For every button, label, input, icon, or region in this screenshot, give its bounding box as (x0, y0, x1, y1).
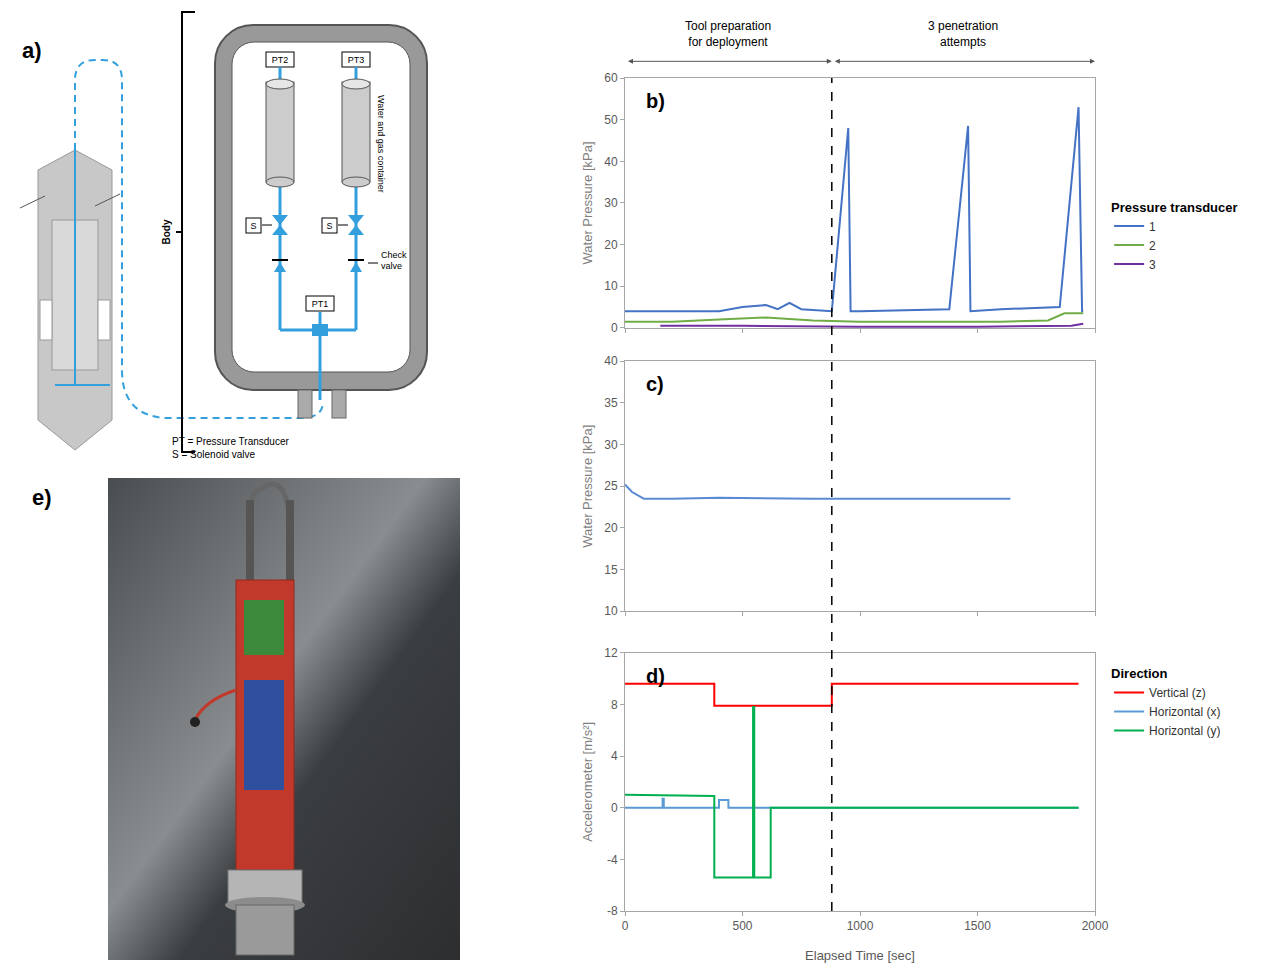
svg-text:Checkvalve: Checkvalve (381, 250, 407, 271)
svg-text:50: 50 (604, 113, 618, 127)
svg-text:-8: -8 (607, 904, 618, 918)
svg-text:1500: 1500 (964, 919, 991, 933)
svg-text:40: 40 (604, 155, 618, 169)
svg-text:-4: -4 (607, 853, 618, 867)
svg-text:8: 8 (611, 698, 618, 712)
svg-text:Horizontal (x): Horizontal (x) (1149, 705, 1220, 719)
svg-text:3: 3 (1149, 258, 1156, 272)
svg-text:12: 12 (604, 646, 618, 660)
svg-text:S: S (326, 221, 332, 231)
svg-text:10: 10 (604, 279, 618, 293)
svg-text:Elapsed Time [sec]: Elapsed Time [sec] (805, 948, 915, 963)
svg-text:Water and gas container: Water and gas container (376, 95, 386, 193)
svg-text:15: 15 (604, 563, 618, 577)
svg-text:Horizontal (y): Horizontal (y) (1149, 724, 1220, 738)
svg-text:e): e) (32, 485, 52, 510)
svg-text:Water Pressure [kPa]: Water Pressure [kPa] (580, 141, 595, 264)
svg-text:20: 20 (604, 238, 618, 252)
svg-text:500: 500 (732, 919, 752, 933)
svg-text:60: 60 (604, 71, 618, 85)
svg-text:Water Pressure [kPa]: Water Pressure [kPa] (580, 425, 595, 548)
svg-text:a): a) (22, 38, 42, 63)
svg-text:d): d) (646, 665, 665, 687)
svg-text:25: 25 (604, 479, 618, 493)
svg-text:S: S (250, 221, 256, 231)
svg-text:Tool preparationfor deployment: Tool preparationfor deployment (685, 19, 771, 49)
svg-text:0: 0 (622, 919, 629, 933)
svg-text:35: 35 (604, 396, 618, 410)
svg-text:Accelerometer [m/s²]: Accelerometer [m/s²] (580, 722, 595, 842)
svg-text:Direction: Direction (1111, 666, 1167, 681)
svg-text:PT3: PT3 (348, 55, 365, 65)
svg-text:S = Solenoid valve: S = Solenoid valve (172, 449, 256, 460)
svg-text:c): c) (646, 373, 664, 395)
svg-text:40: 40 (604, 354, 618, 368)
svg-text:b): b) (646, 90, 665, 112)
svg-text:Pressure transducer: Pressure transducer (1111, 200, 1237, 215)
svg-text:Body: Body (161, 219, 172, 244)
svg-text:20: 20 (604, 521, 618, 535)
svg-text:1: 1 (1149, 220, 1156, 234)
svg-text:PT1: PT1 (312, 299, 329, 309)
svg-text:2000: 2000 (1082, 919, 1109, 933)
svg-text:2: 2 (1149, 239, 1156, 253)
svg-text:3 penetrationattempts: 3 penetrationattempts (928, 19, 998, 49)
svg-text:0: 0 (611, 321, 618, 335)
svg-text:0: 0 (611, 801, 618, 815)
svg-text:10: 10 (604, 604, 618, 618)
svg-text:PT2: PT2 (272, 55, 289, 65)
svg-text:30: 30 (604, 438, 618, 452)
svg-text:PT = Pressure Transducer: PT = Pressure Transducer (172, 436, 289, 447)
svg-text:30: 30 (604, 196, 618, 210)
svg-text:1000: 1000 (847, 919, 874, 933)
svg-text:Vertical (z): Vertical (z) (1149, 686, 1206, 700)
svg-text:4: 4 (611, 749, 618, 763)
